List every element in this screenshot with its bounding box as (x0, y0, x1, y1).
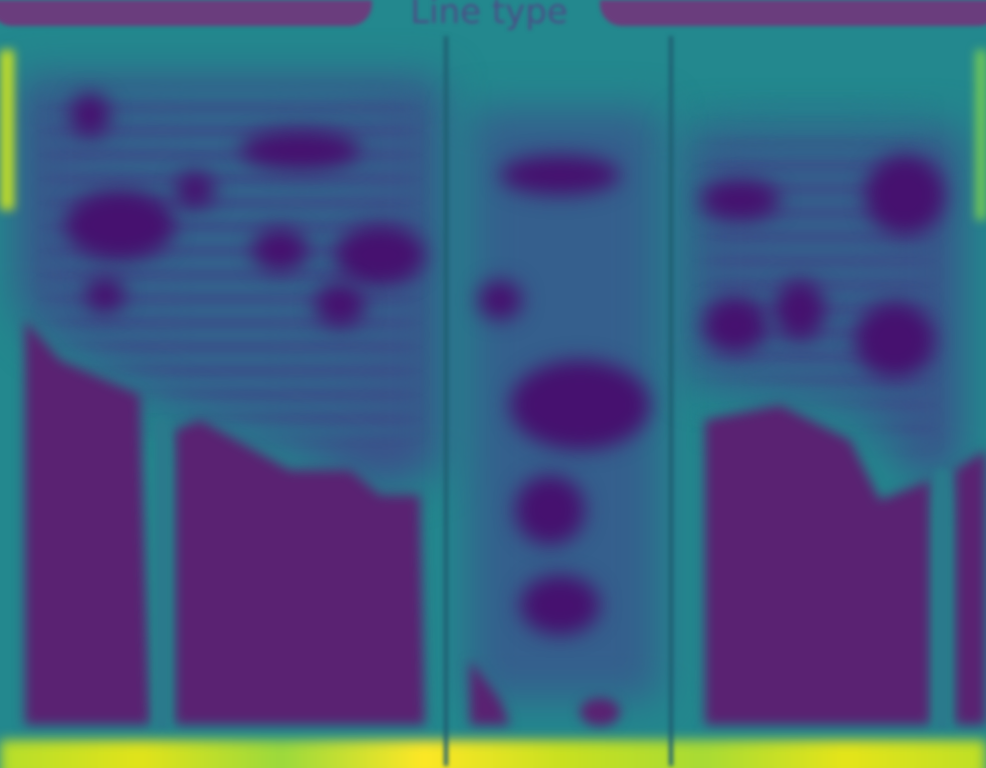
left-edge-highlight (0, 50, 14, 210)
bottom-edge-highlight (0, 740, 986, 768)
header-bar-left (0, 0, 372, 26)
right-edge-highlight (976, 50, 986, 220)
tab-line-type[interactable]: Line type (410, 0, 568, 32)
column-divider-left (444, 36, 448, 766)
header-bar-right (600, 0, 986, 26)
column-divider-right (669, 36, 673, 766)
